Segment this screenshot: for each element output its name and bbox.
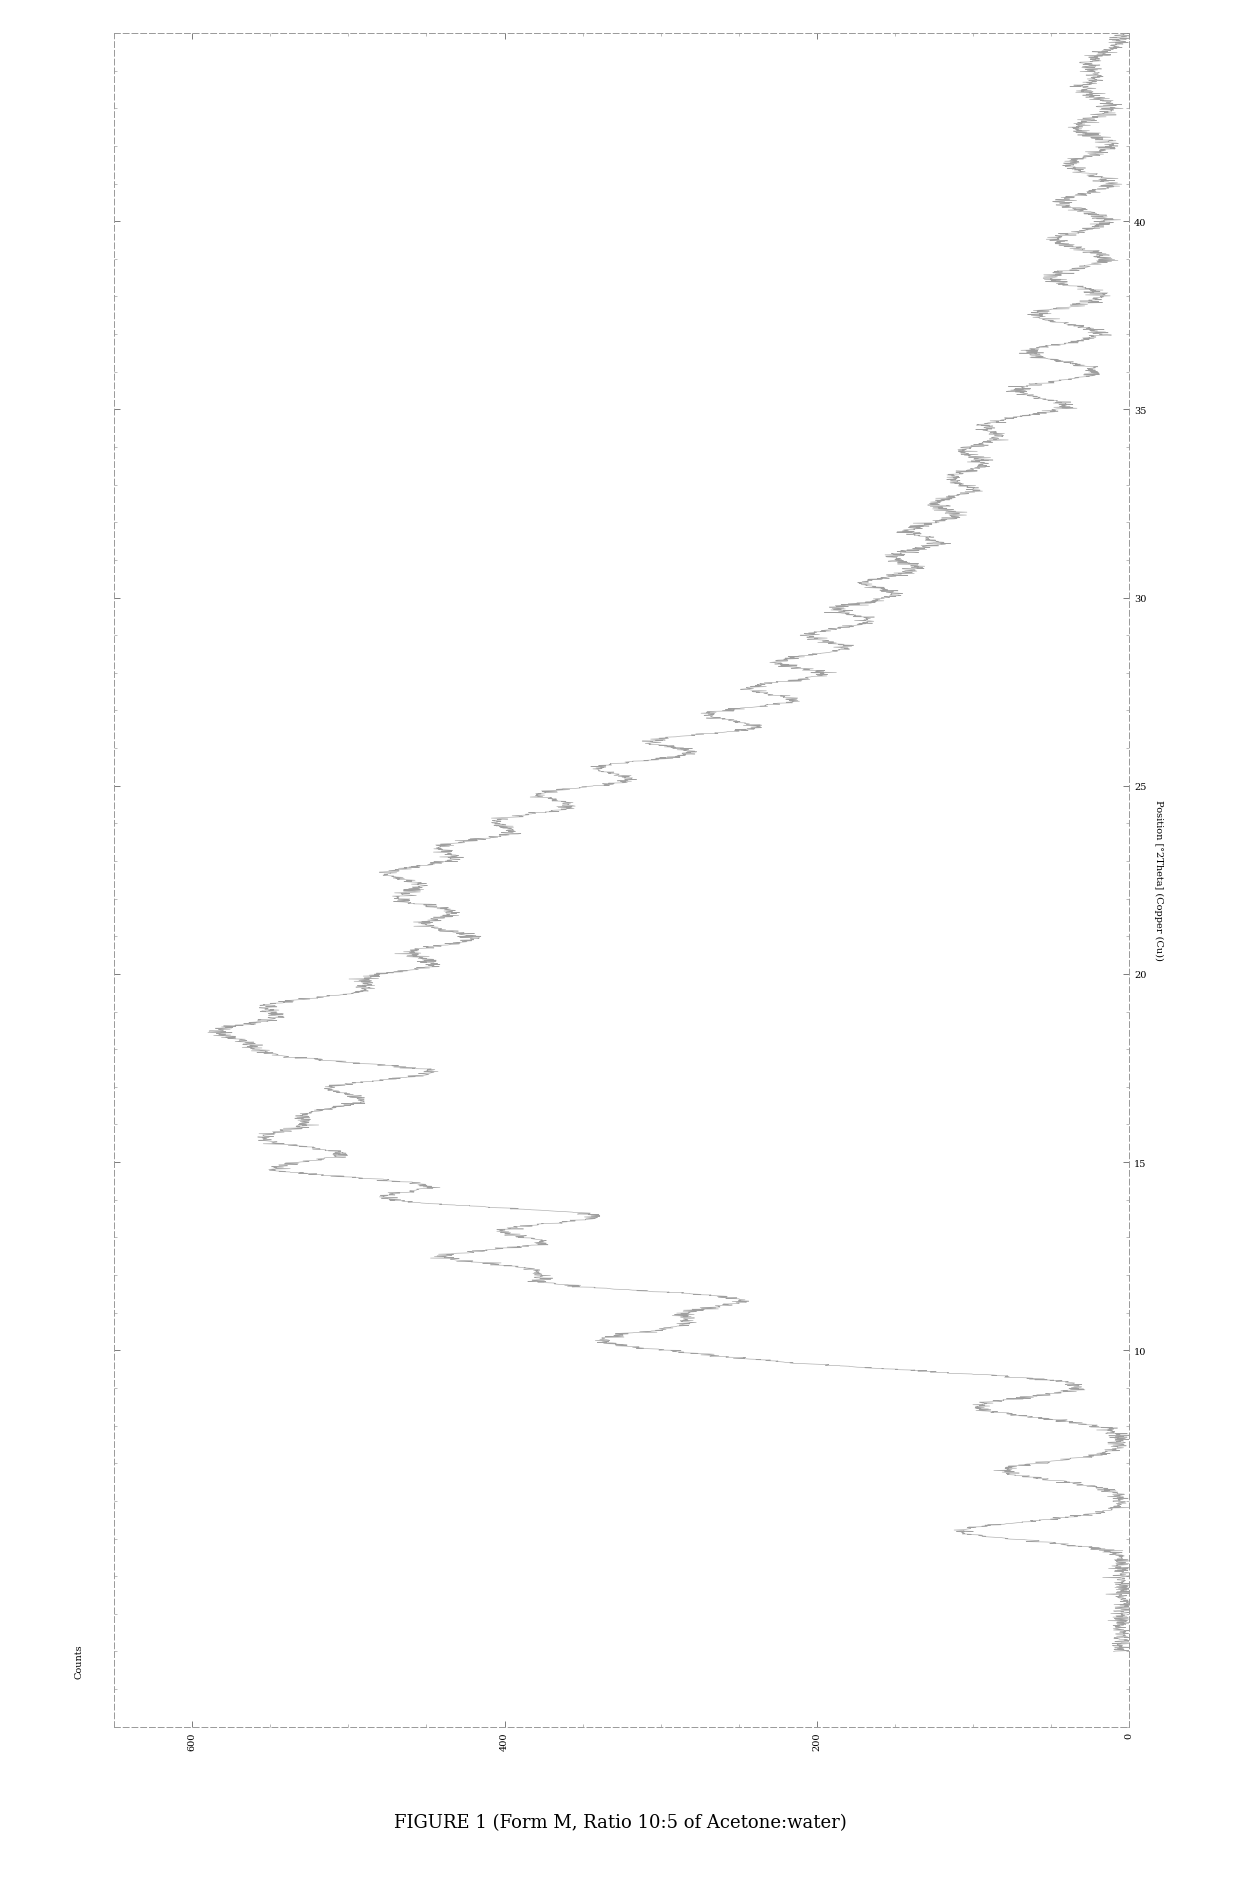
Text: Counts: Counts bbox=[74, 1644, 83, 1678]
Y-axis label: Position [°2Theta] (Copper (Cu)): Position [°2Theta] (Copper (Cu)) bbox=[1154, 799, 1163, 960]
Text: FIGURE 1 (Form M, Ratio 10:5 of Acetone:water): FIGURE 1 (Form M, Ratio 10:5 of Acetone:… bbox=[393, 1814, 847, 1832]
